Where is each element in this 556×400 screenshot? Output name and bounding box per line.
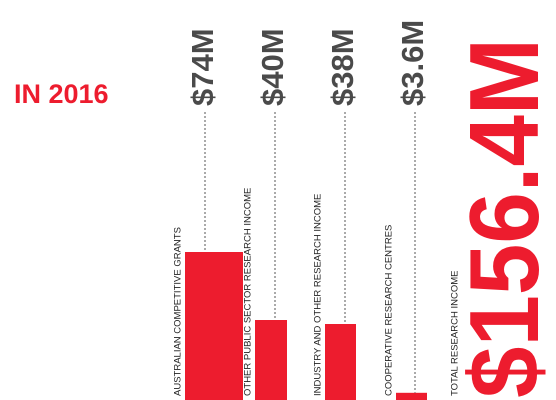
category-label: OTHER PUBLIC SECTOR RESEARCH INCOME (243, 188, 254, 396)
bar (325, 324, 356, 400)
value-label: $40M (255, 28, 290, 106)
bar (185, 252, 243, 400)
total-label: TOTAL RESEARCH INCOME (450, 271, 461, 396)
bar (396, 392, 427, 400)
value-label: $74M (185, 28, 220, 106)
category-label: COOPERATIVE RESEARCH CENTRES (384, 225, 395, 396)
chart-title: IN 2016 (14, 79, 109, 109)
category-label: AUSTRALIAN COMPETITIVE GRANTS (173, 227, 184, 396)
value-label: $38M (325, 28, 360, 106)
category-label: INDUSTRY AND OTHER RESEARCH INCOME (313, 194, 324, 396)
value-label: $3.6M (395, 20, 430, 106)
bar (255, 320, 287, 400)
total-value: $156.4M (449, 38, 556, 398)
